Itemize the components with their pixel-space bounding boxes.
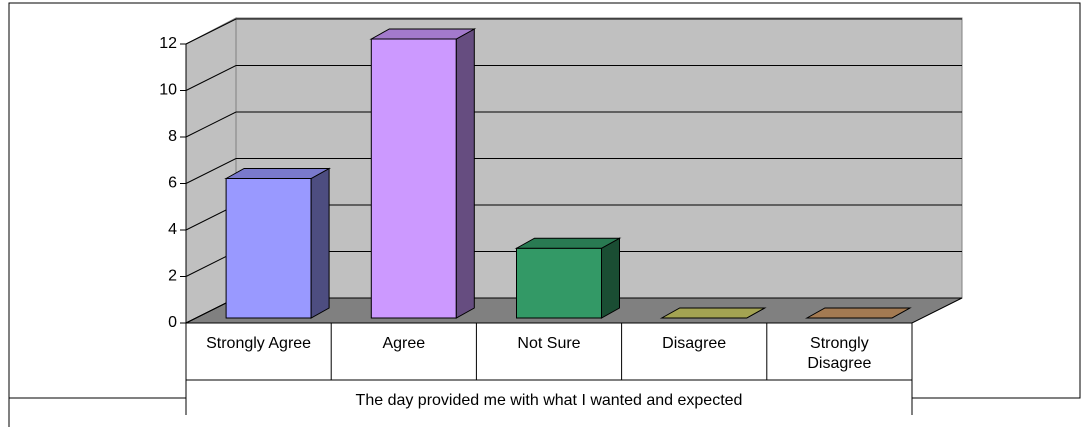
x-tick-label: Strongly Disagree: [807, 335, 872, 372]
bar-top: [514, 237, 622, 249]
frame: [8, 2, 1081, 427]
bar: [804, 307, 912, 319]
y-tick-label: 8: [168, 128, 177, 145]
grid-line: [185, 65, 962, 91]
bar-top: [659, 307, 767, 319]
bar-top: [224, 168, 332, 179]
bar-side: [601, 237, 620, 319]
y-tick-label: 2: [168, 268, 177, 285]
bar-side: [455, 28, 475, 319]
grid-line: [185, 111, 962, 138]
y-tick-label: 6: [168, 175, 177, 192]
bar: [514, 237, 622, 319]
x-tick-label: Not Sure: [517, 335, 581, 352]
bar-side: [310, 167, 330, 319]
bar: [659, 307, 767, 319]
bar: [224, 167, 332, 319]
x-tick-label: Agree: [382, 335, 426, 352]
bar-front: [370, 38, 457, 319]
y-tick-label: 0: [168, 314, 177, 331]
bar-front: [225, 178, 312, 319]
x-tick-label: Disagree: [662, 335, 727, 352]
y-tick-label: 4: [168, 221, 177, 238]
y-tick-label: 10: [159, 82, 177, 99]
bar-top: [369, 28, 477, 40]
x-tick-label: Strongly Agree: [206, 335, 312, 352]
bar: [369, 28, 477, 319]
y-tick-label: 12: [159, 35, 177, 52]
bar-top: [804, 307, 912, 319]
grid-line: [185, 18, 962, 45]
grid-line: [185, 158, 962, 184]
x-axis-label: The day provided me with what I wanted a…: [355, 392, 743, 409]
bar-front: [516, 247, 602, 319]
